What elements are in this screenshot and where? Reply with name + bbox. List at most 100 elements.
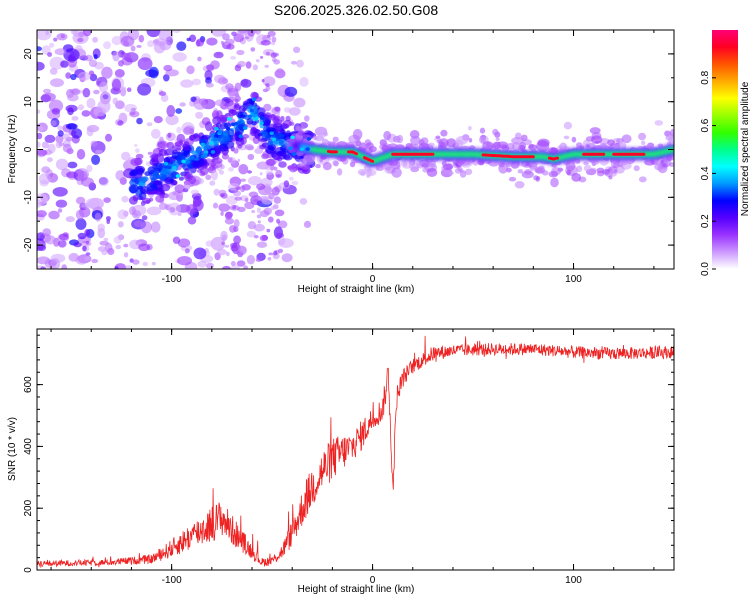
spectrogram-cell	[136, 44, 142, 48]
spectrogram-cell	[210, 30, 227, 37]
spectrogram-ytick-label: -20	[23, 237, 34, 252]
spectrogram-cell	[113, 236, 122, 244]
spectrogram-cell	[355, 140, 362, 147]
spectrogram-cell	[266, 228, 271, 233]
spectrogram-cell	[86, 126, 94, 137]
spectrogram-cell	[57, 208, 63, 213]
spectrogram-cell	[260, 40, 271, 46]
ridge-dot	[288, 146, 293, 150]
spectrogram-cell	[521, 170, 534, 179]
spectrogram-cell	[77, 232, 87, 240]
spectrogram-cell	[299, 198, 308, 205]
spectrogram-cell	[457, 166, 463, 172]
spectrogram-cell	[465, 168, 473, 175]
ridge-dot	[225, 127, 231, 131]
spectrogram-cell	[213, 188, 220, 196]
spectrogram-cell	[120, 86, 127, 91]
spectrogram-cell	[479, 136, 487, 142]
spectrogram-cell	[214, 99, 226, 107]
spectrogram-cell	[391, 167, 402, 178]
spectrogram-cell	[293, 46, 301, 53]
spectrogram-cell	[104, 242, 113, 253]
spectrogram-cell	[266, 158, 277, 166]
spectrogram-cell	[535, 167, 544, 173]
ridge-hot-segment	[363, 156, 375, 163]
snr-ylabel: SNR (10 * v/v)	[7, 417, 18, 481]
spectrogram-cell	[73, 242, 82, 248]
spectrogram-cell	[220, 40, 224, 45]
spectrogram-cell	[244, 197, 249, 203]
spectrogram-cell	[244, 36, 250, 40]
ridge-dot	[247, 114, 253, 119]
ridge-dot	[249, 108, 254, 113]
spectrogram-cell	[97, 223, 105, 232]
spectrogram-cell	[236, 49, 245, 56]
spectrogram-cell	[88, 59, 98, 68]
spectrogram-cell	[191, 78, 201, 86]
spectrogram-cell	[182, 141, 190, 152]
spectrogram-cell	[349, 161, 356, 168]
ridge-dot	[214, 127, 219, 131]
spectrogram-cell	[389, 160, 399, 166]
spectrogram-cell	[222, 78, 229, 84]
spectrogram-cell	[38, 173, 52, 185]
spectrogram-cell	[220, 230, 228, 241]
spectrogram-cell	[284, 86, 298, 97]
spectrogram-cell	[224, 211, 233, 220]
spectrogram-cell	[565, 160, 576, 172]
spectrogram-cell	[105, 216, 111, 221]
spectrogram-cell	[48, 265, 57, 269]
snr-ytick-label: 400	[23, 438, 34, 455]
spectrogram-cell	[223, 122, 232, 129]
spectrogram-cell	[245, 61, 252, 69]
spectrogram-cell	[227, 101, 237, 112]
spectrogram-cell	[42, 195, 48, 204]
ridge-dot	[290, 135, 295, 140]
spectrogram-cell	[158, 91, 167, 96]
spectrogram-cell	[85, 198, 100, 209]
spectrogram-cell	[174, 184, 185, 194]
spectrogram-cell	[583, 161, 589, 166]
spectrogram-cell	[238, 164, 249, 175]
spectrogram-cell	[303, 220, 312, 228]
spectrogram-cell	[145, 69, 159, 78]
spectrogram-cell	[257, 220, 261, 224]
ridge-dot	[231, 122, 236, 127]
spectrogram-cell	[195, 111, 204, 119]
spectrogram-cell	[296, 59, 304, 68]
spectrogram-cell	[208, 166, 213, 172]
spectrogram-cell	[162, 174, 169, 178]
ridge-dot	[213, 137, 218, 141]
spectrogram-cell	[273, 196, 281, 204]
spectrogram-cell	[156, 191, 162, 196]
spectrogram-cell	[221, 241, 225, 246]
spectrogram-cell	[98, 81, 109, 93]
colorbar-gradient	[712, 30, 738, 269]
spectrogram-cell	[278, 161, 287, 168]
spectrogram-cell	[93, 54, 98, 60]
spectrogram-cell	[98, 176, 109, 186]
spectrogram-cell	[121, 195, 129, 203]
spectrogram-cell	[273, 166, 278, 171]
spectrogram-cell	[280, 144, 287, 149]
spectrogram-cell	[293, 97, 306, 108]
spectrogram-ytick-label: -10	[23, 190, 34, 205]
spectrogram-cell	[75, 209, 85, 220]
spectrogram-cell	[158, 30, 173, 41]
spectrogram-cell	[248, 176, 262, 186]
spectrogram-cell	[274, 154, 281, 161]
spectrogram-cell	[147, 151, 153, 155]
spectrogram-cell	[230, 245, 239, 252]
spectrogram-cell	[244, 144, 254, 151]
spectrogram-cell	[80, 177, 94, 187]
spectrogram-cell	[236, 260, 246, 267]
spectrogram-cell	[94, 212, 102, 222]
ridge-dot	[253, 117, 259, 121]
spectrogram-cell	[187, 216, 197, 225]
spectrogram-cell	[188, 176, 197, 185]
spectrogram-cell	[126, 87, 132, 92]
spectrogram-cell	[638, 176, 647, 183]
spectrogram-cell	[82, 245, 87, 252]
ridge-dot	[243, 126, 248, 130]
spectrogram-cell	[210, 60, 220, 70]
